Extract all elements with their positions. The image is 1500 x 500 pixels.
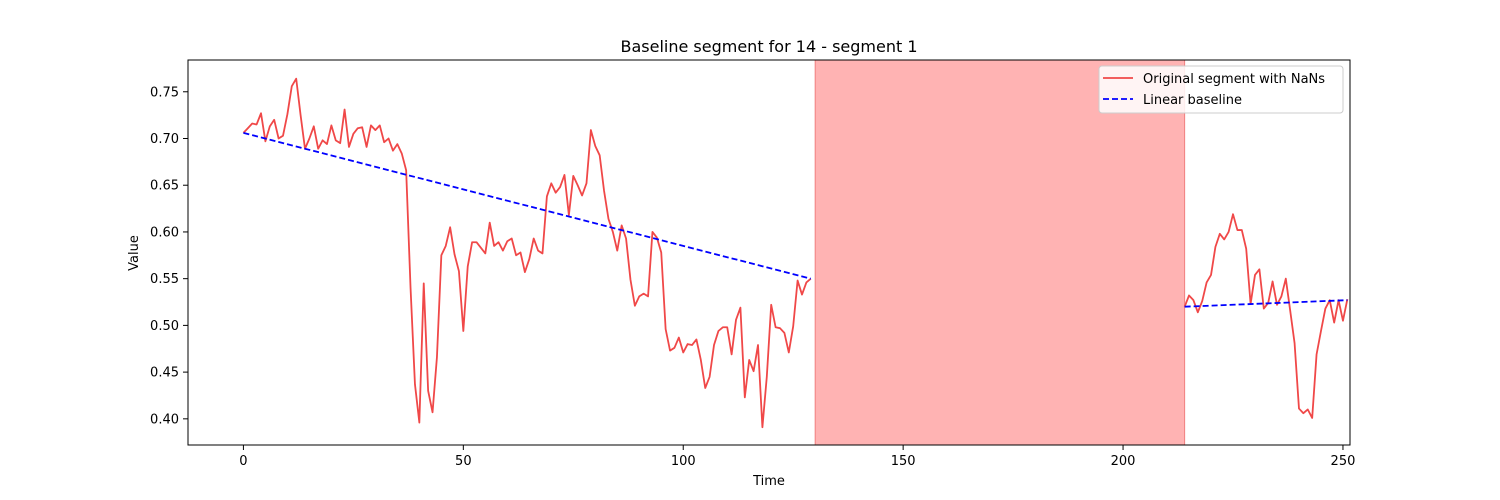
y-tick-label: 0.65 bbox=[150, 179, 179, 194]
x-tick-label: 200 bbox=[1111, 454, 1136, 469]
y-tick-label: 0.50 bbox=[150, 319, 179, 334]
y-tick-label: 0.40 bbox=[150, 412, 179, 427]
y-axis-label: Value bbox=[127, 235, 142, 271]
y-axis-ticks: 0.40 0.45 0.50 0.55 0.60 0.65 0.70 0.75 bbox=[150, 85, 188, 427]
y-tick-label: 0.45 bbox=[150, 366, 179, 381]
x-tick-label: 50 bbox=[455, 454, 472, 469]
legend-label-original: Original segment with NaNs bbox=[1143, 72, 1325, 87]
legend-label-baseline: Linear baseline bbox=[1143, 93, 1242, 108]
shade-layer bbox=[814, 59, 1186, 446]
x-tick-label: 150 bbox=[891, 454, 916, 469]
baseline-line-segment-1 bbox=[243, 132, 812, 280]
x-tick-label: 0 bbox=[239, 454, 247, 469]
x-tick-label: 250 bbox=[1331, 454, 1356, 469]
y-tick-label: 0.60 bbox=[150, 225, 179, 240]
x-axis-ticks: 0 50 100 150 200 250 bbox=[239, 445, 1355, 469]
legend: Original segment with NaNs Linear baseli… bbox=[1098, 65, 1344, 114]
original-series-line-segment-2 bbox=[1183, 213, 1349, 419]
plot-frame bbox=[187, 59, 1351, 446]
baseline-line-segment-2 bbox=[1184, 299, 1348, 308]
y-tick-label: 0.75 bbox=[150, 85, 179, 100]
chart-title: Baseline segment for 14 - segment 1 bbox=[620, 37, 917, 56]
original-series-line-segment-1 bbox=[242, 77, 812, 429]
nan-region bbox=[814, 59, 1186, 446]
x-axis-label: Time bbox=[752, 474, 785, 489]
legend-frame bbox=[1098, 65, 1344, 114]
x-tick-label: 100 bbox=[671, 454, 696, 469]
y-tick-label: 0.70 bbox=[150, 132, 179, 147]
series-layer bbox=[242, 77, 1349, 429]
y-tick-label: 0.55 bbox=[150, 272, 179, 287]
